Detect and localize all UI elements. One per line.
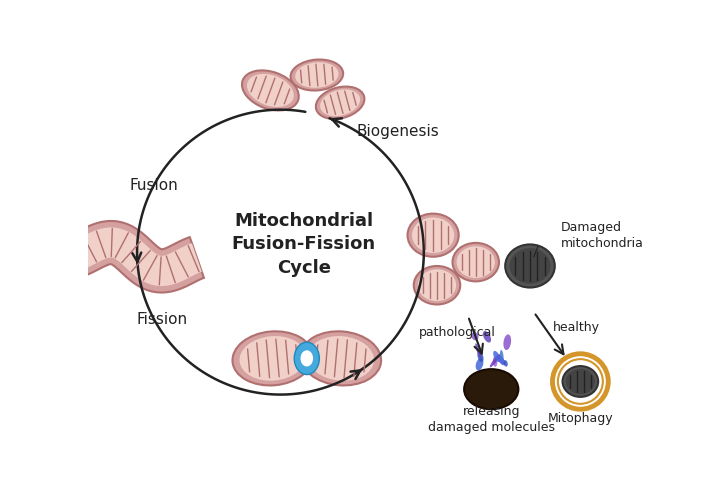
Ellipse shape — [505, 244, 555, 287]
Ellipse shape — [503, 360, 508, 366]
Text: Damaged
mitochondria: Damaged mitochondria — [561, 221, 644, 250]
Ellipse shape — [412, 217, 454, 253]
Text: Mitochondrial
Fusion-Fission
Cycle: Mitochondrial Fusion-Fission Cycle — [232, 212, 376, 277]
Text: pathological: pathological — [419, 326, 496, 339]
Polygon shape — [71, 227, 202, 286]
Ellipse shape — [553, 354, 609, 409]
Ellipse shape — [418, 270, 456, 301]
Ellipse shape — [242, 70, 299, 110]
Text: Fusion: Fusion — [130, 178, 179, 193]
Ellipse shape — [493, 357, 497, 367]
Ellipse shape — [407, 213, 459, 257]
Polygon shape — [68, 221, 204, 292]
Ellipse shape — [294, 342, 319, 375]
Ellipse shape — [308, 336, 374, 381]
Ellipse shape — [239, 336, 306, 381]
Ellipse shape — [558, 359, 603, 404]
Ellipse shape — [496, 355, 505, 365]
Ellipse shape — [500, 350, 503, 363]
Text: healthy: healthy — [554, 321, 600, 334]
Text: Mitophagy: Mitophagy — [548, 412, 614, 425]
Ellipse shape — [301, 350, 313, 366]
Ellipse shape — [232, 332, 313, 385]
Ellipse shape — [301, 332, 381, 385]
Ellipse shape — [472, 332, 479, 340]
Ellipse shape — [464, 369, 518, 409]
Ellipse shape — [475, 343, 481, 358]
Text: releasing
damaged molecules: releasing damaged molecules — [428, 406, 555, 435]
Ellipse shape — [453, 243, 499, 281]
Ellipse shape — [414, 266, 460, 304]
Ellipse shape — [483, 331, 491, 343]
Ellipse shape — [510, 248, 551, 284]
Text: Fission: Fission — [136, 312, 187, 327]
Ellipse shape — [566, 369, 595, 394]
Ellipse shape — [493, 351, 501, 362]
Ellipse shape — [476, 358, 484, 370]
Ellipse shape — [477, 351, 484, 362]
Ellipse shape — [503, 334, 511, 350]
Ellipse shape — [316, 87, 364, 119]
Ellipse shape — [457, 246, 495, 278]
Ellipse shape — [295, 62, 339, 88]
Ellipse shape — [563, 366, 598, 397]
Ellipse shape — [320, 90, 360, 116]
Ellipse shape — [291, 60, 343, 91]
Ellipse shape — [490, 354, 500, 367]
Text: Biogenesis: Biogenesis — [357, 124, 440, 139]
Ellipse shape — [247, 74, 294, 107]
